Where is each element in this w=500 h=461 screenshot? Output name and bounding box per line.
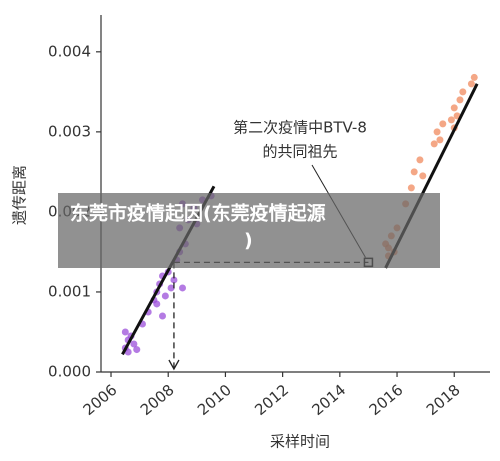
point	[430, 140, 438, 148]
point	[161, 292, 169, 300]
point	[121, 328, 129, 336]
point	[450, 104, 458, 112]
point	[130, 340, 138, 348]
x-tick-label: 2016	[366, 381, 407, 419]
overlay-text: )	[244, 230, 253, 252]
x-tick-label: 2014	[308, 381, 349, 419]
point	[133, 346, 141, 354]
x-tick-label: 2018	[423, 381, 464, 419]
y-tick-label: 0.003	[48, 122, 91, 140]
point	[153, 300, 161, 308]
point	[470, 73, 478, 81]
annotation: 第二次疫情中BTV-8	[233, 119, 367, 137]
x-tick-label: 2006	[80, 381, 121, 419]
point	[158, 312, 166, 320]
x-axis-label: 采样时间	[270, 433, 330, 451]
point	[179, 284, 187, 292]
overlay-band	[58, 193, 440, 268]
point	[416, 156, 424, 164]
point	[467, 80, 475, 88]
x-tick-label: 2008	[137, 381, 178, 419]
arrow-head	[168, 359, 180, 371]
annotation: 的共同祖先	[262, 143, 337, 161]
y-tick-label: 0.000	[48, 363, 91, 381]
y-tick-label: 0.001	[48, 282, 91, 300]
point	[456, 96, 464, 104]
overlay-text: 东莞市疫情起因(东莞疫情起源	[70, 202, 326, 225]
y-tick-label: 0.004	[48, 42, 91, 60]
x-tick-label: 2010	[194, 381, 235, 419]
y-axis-label: 遗传距离	[11, 165, 29, 225]
point	[167, 284, 175, 292]
point	[439, 120, 447, 128]
point	[410, 168, 418, 176]
point	[407, 184, 415, 192]
point	[433, 128, 441, 136]
x-tick-label: 2012	[251, 381, 292, 419]
point	[459, 88, 467, 96]
point	[447, 116, 455, 124]
point	[436, 136, 444, 144]
point	[170, 276, 178, 284]
point	[419, 172, 427, 180]
point	[124, 348, 132, 356]
